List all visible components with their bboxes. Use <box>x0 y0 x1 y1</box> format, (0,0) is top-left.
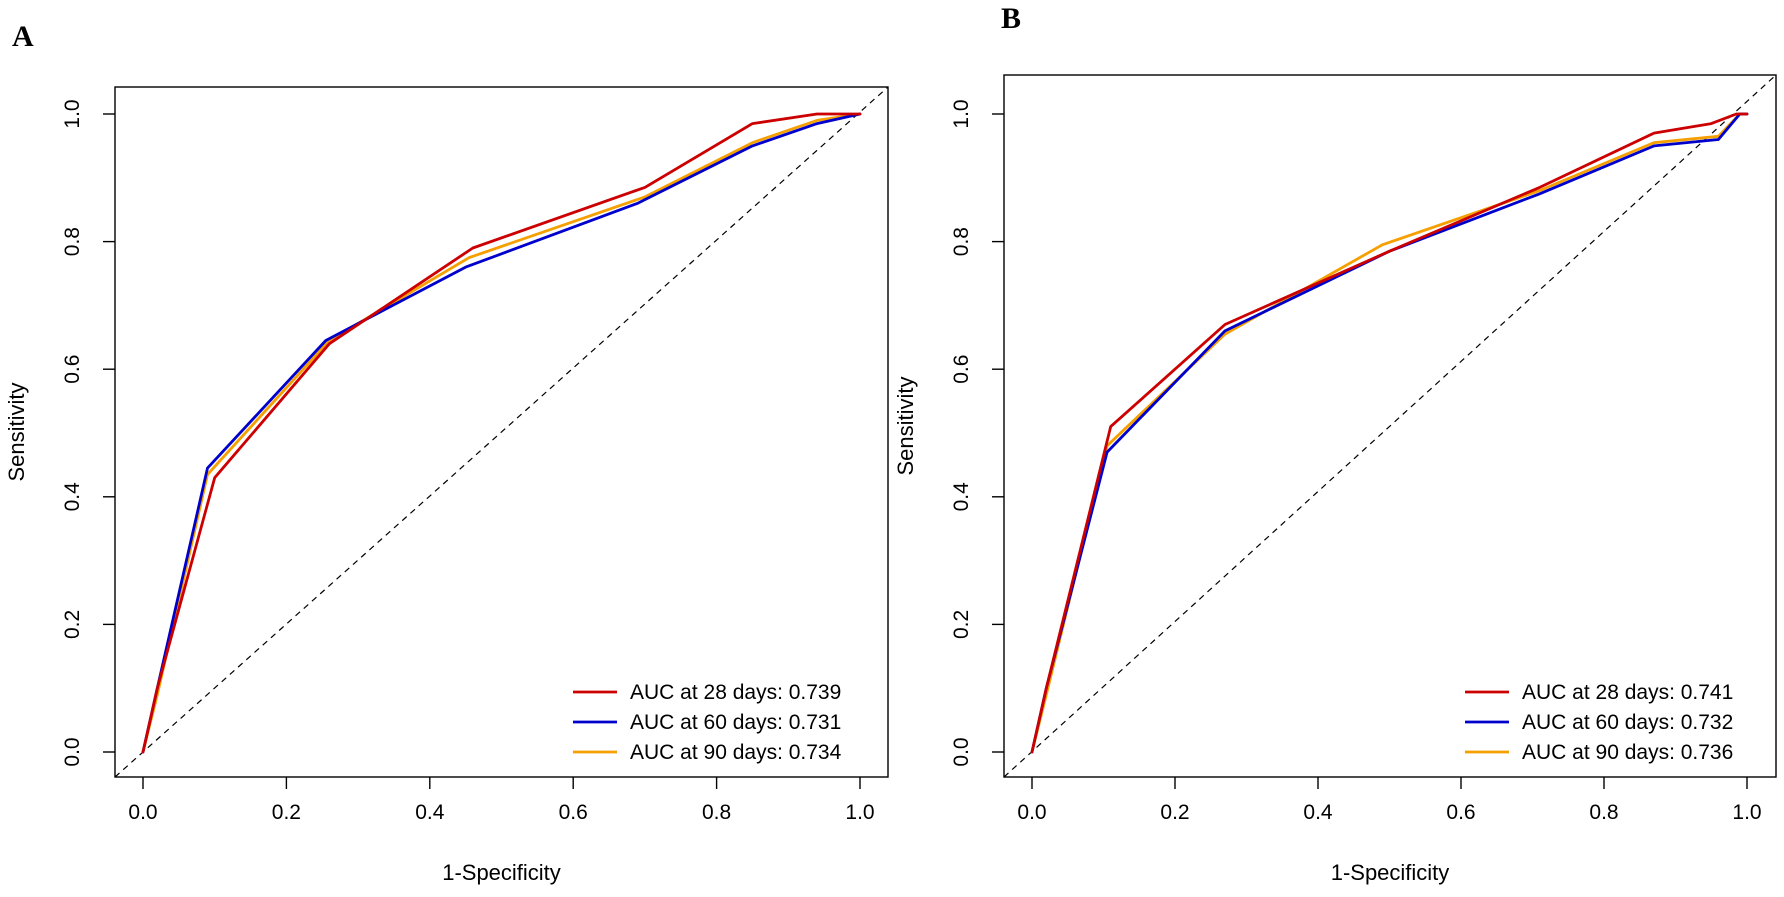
x-tick-label: 1.0 <box>1732 801 1761 824</box>
roc-curve-line <box>1030 112 1749 754</box>
roc-curve-line <box>1030 112 1749 754</box>
reference-diagonal <box>114 86 889 778</box>
plot-frame <box>1003 74 1777 778</box>
y-axis-label: Sensitivity <box>4 382 29 481</box>
legend-label: AUC at 90 days: 0.734 <box>630 741 842 764</box>
roc-curve-line <box>141 112 862 754</box>
legend-label: AUC at 28 days: 0.739 <box>630 681 841 704</box>
roc-panel-b: B 0.0 0.2 0.4 0.6 0.8 1.0 0.0 0.2 0.4 0.6 0.8 1.0 1-S… <box>893 2 1777 885</box>
x-tick-label: 0.6 <box>1446 801 1475 824</box>
y-tick-label: 0.2 <box>950 610 973 639</box>
panel-letter: A <box>12 20 34 53</box>
y-tick-label: 0.4 <box>950 482 973 512</box>
legend-label: AUC at 60 days: 0.732 <box>1522 711 1733 734</box>
roc-panel-a: A 0.0 0.2 0.4 0.6 0.8 1.0 0.0 0.2 0.4 0.6 0.8 1.0 1-S… <box>4 20 889 885</box>
x-tick-label: 0.8 <box>702 801 731 824</box>
roc-curve-line <box>141 112 862 754</box>
x-tick-label: 0.6 <box>559 801 588 824</box>
y-tick-label: 0.0 <box>61 737 84 766</box>
y-tick-label: 0.8 <box>950 227 973 256</box>
y-tick-label: 0.6 <box>61 355 84 384</box>
y-axis-label: Sensitivity <box>893 376 918 475</box>
x-tick-label: 0.0 <box>128 801 157 824</box>
x-tick-label: 0.2 <box>272 801 301 824</box>
y-tick-label: 1.0 <box>950 99 973 128</box>
plot-frame <box>114 86 889 778</box>
x-axis-label: 1-Specificity <box>442 860 561 885</box>
x-axis-label: 1-Specificity <box>1331 860 1450 885</box>
y-tick-label: 0.2 <box>61 610 84 639</box>
legend: AUC at 28 days: 0.741 AUC at 60 days: 0.7… <box>1465 681 1733 764</box>
legend-label: AUC at 90 days: 0.736 <box>1522 741 1733 764</box>
reference-diagonal <box>1003 74 1777 778</box>
roc-curve-line <box>1030 112 1749 754</box>
x-tick-label: 0.2 <box>1160 801 1189 824</box>
x-tick-label: 0.4 <box>415 801 445 824</box>
x-tick-label: 1.0 <box>845 801 874 824</box>
x-tick-label: 0.4 <box>1303 801 1333 824</box>
y-tick-label: 0.0 <box>950 737 973 766</box>
panel-letter: B <box>1001 2 1021 35</box>
y-tick-label: 0.8 <box>61 227 84 256</box>
legend: AUC at 28 days: 0.739 AUC at 60 days: 0.7… <box>573 681 842 764</box>
y-tick-label: 0.4 <box>61 482 84 512</box>
x-tick-label: 0.8 <box>1589 801 1618 824</box>
y-tick-label: 1.0 <box>61 99 84 128</box>
legend-label: AUC at 60 days: 0.731 <box>630 711 841 734</box>
roc-curve-line <box>141 112 862 754</box>
x-tick-label: 0.0 <box>1017 801 1046 824</box>
legend-label: AUC at 28 days: 0.741 <box>1522 681 1733 704</box>
y-tick-label: 0.6 <box>950 355 973 384</box>
